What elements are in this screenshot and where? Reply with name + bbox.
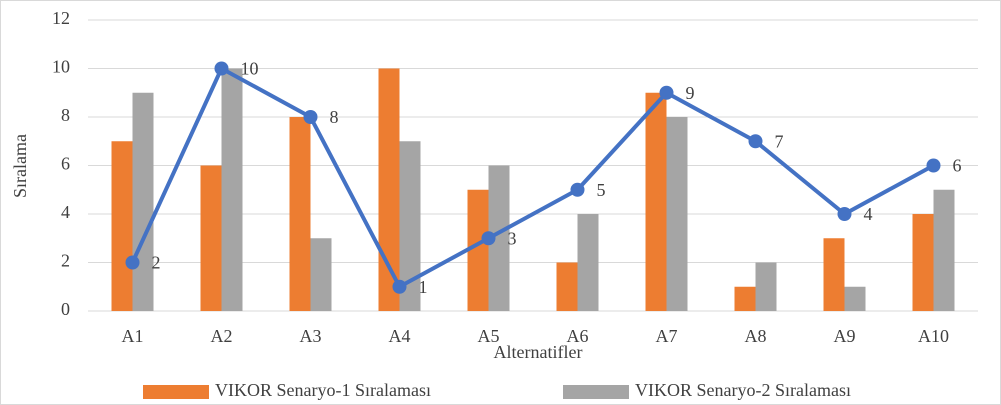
legend-swatch — [143, 385, 209, 399]
bar — [399, 141, 421, 311]
data-label: 6 — [953, 156, 962, 176]
x-axis-title: Alternatifler — [494, 342, 583, 362]
x-tick-label: A5 — [478, 326, 500, 346]
line-series — [130, 66, 935, 289]
y-axis-title: Sıralama — [10, 134, 30, 198]
bar — [111, 141, 133, 311]
bar — [755, 262, 777, 311]
y-tick-label: 0 — [61, 299, 70, 319]
bar — [200, 165, 222, 311]
x-tick-label: A4 — [389, 326, 411, 346]
y-tick-label: 8 — [61, 105, 70, 125]
legend-swatch — [563, 385, 629, 399]
bar — [577, 214, 599, 311]
line-marker — [837, 207, 852, 221]
bar — [556, 262, 578, 311]
line-marker — [214, 61, 229, 76]
data-label: 1 — [419, 277, 428, 297]
data-label: 8 — [330, 107, 339, 127]
data-label: 9 — [686, 83, 695, 103]
x-tick-label: A2 — [211, 326, 233, 346]
x-tick-label: A7 — [656, 326, 678, 346]
x-tick-label: A8 — [745, 326, 767, 346]
line-marker — [481, 231, 496, 246]
line-marker — [392, 279, 407, 294]
line-marker — [570, 182, 585, 197]
data-label: 10 — [241, 59, 259, 79]
legend-label: VIKOR Senaryo-2 Sıralaması — [635, 380, 851, 400]
bar — [734, 286, 756, 311]
y-tick-label: 4 — [61, 202, 70, 222]
data-label: 4 — [864, 204, 873, 224]
x-tick-label: A1 — [122, 326, 144, 346]
data-label: 3 — [508, 228, 517, 248]
data-label: 5 — [597, 180, 606, 200]
legend-label: VIKOR Senaryo-1 Sıralaması — [215, 380, 431, 400]
x-tick-label: A6 — [567, 326, 589, 346]
bar — [488, 165, 510, 311]
data-label: 2 — [152, 253, 161, 273]
bar — [666, 117, 688, 311]
bar — [289, 117, 311, 311]
x-tick-label: A3 — [300, 326, 322, 346]
line-marker — [748, 134, 763, 149]
line-marker — [303, 110, 318, 124]
bar — [912, 214, 934, 311]
line-marker — [659, 85, 674, 100]
y-tick-label: 10 — [52, 57, 70, 77]
bar — [310, 238, 332, 311]
line-marker — [926, 158, 941, 173]
bar — [844, 286, 866, 311]
x-tick-label: A9 — [834, 326, 856, 346]
bar — [467, 189, 489, 311]
x-tick-label: A10 — [918, 326, 949, 346]
bar — [645, 92, 667, 311]
bar — [132, 92, 154, 311]
data-label: 7 — [775, 131, 784, 151]
y-tick-label: 6 — [61, 154, 70, 174]
line-marker — [125, 255, 140, 270]
bar — [378, 68, 400, 311]
bar — [823, 238, 845, 311]
bar — [221, 68, 243, 311]
y-tick-label: 2 — [61, 251, 70, 271]
y-tick-label: 12 — [52, 8, 70, 28]
bar — [933, 189, 955, 311]
